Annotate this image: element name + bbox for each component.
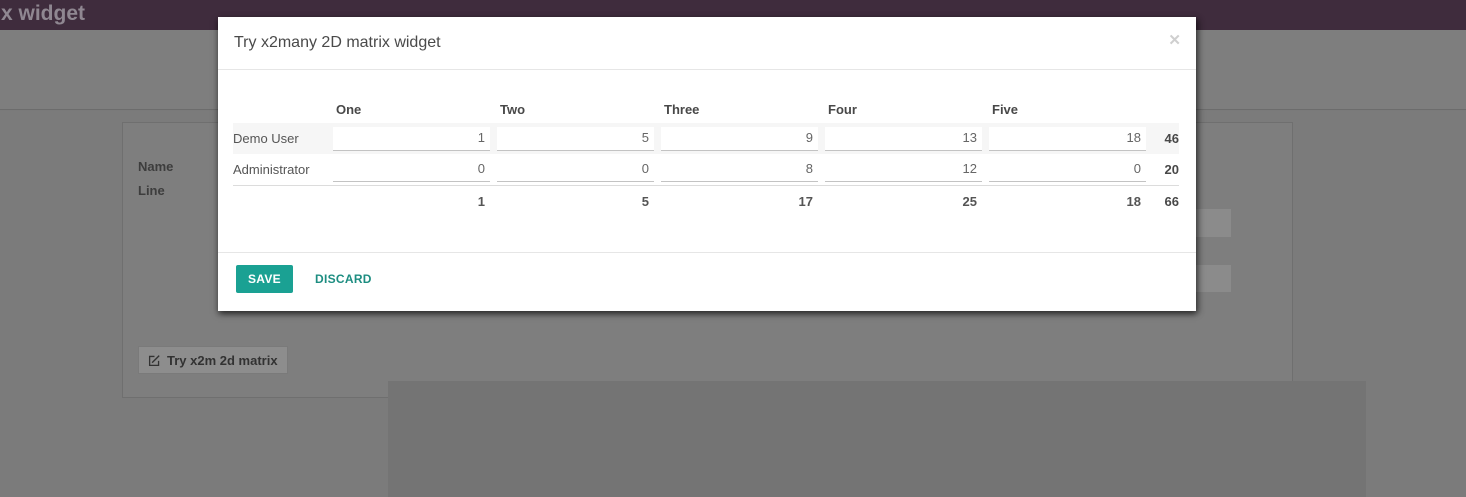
- matrix-cell-input[interactable]: [497, 157, 654, 182]
- total-header-spacer: [1147, 102, 1179, 123]
- header-spacer: [233, 102, 333, 123]
- table-header-row: One Two Three Four Five: [233, 102, 1179, 123]
- edit-icon: [148, 354, 161, 367]
- column-total: 25: [962, 194, 977, 209]
- column-header-three: Three: [664, 102, 700, 117]
- background-panel: [388, 381, 1366, 497]
- matrix-table: One Two Three Four Five Demo User 46 Adm…: [233, 102, 1179, 209]
- column-total: 17: [798, 194, 813, 209]
- matrix-cell-input[interactable]: [989, 157, 1146, 182]
- discard-button[interactable]: DISCARD: [315, 272, 372, 286]
- matrix-cell-input[interactable]: [989, 126, 1146, 151]
- save-button[interactable]: SAVE: [236, 265, 293, 293]
- grand-total: 66: [1164, 194, 1179, 209]
- column-header-one: One: [336, 102, 362, 117]
- row-label: Administrator: [233, 162, 310, 177]
- column-total: 1: [477, 194, 485, 209]
- row-label: Demo User: [233, 131, 299, 146]
- table-row: Demo User 46: [233, 123, 1179, 154]
- column-total: 5: [641, 194, 649, 209]
- dialog-header: Try x2many 2D matrix widget ✕: [218, 17, 1196, 70]
- close-button[interactable]: ✕: [1168, 33, 1181, 48]
- column-header-two: Two: [500, 102, 526, 117]
- name-field-label: Name: [138, 159, 174, 174]
- try-x2m-matrix-button[interactable]: Try x2m 2d matrix: [138, 346, 288, 374]
- column-header-four: Four: [828, 102, 857, 117]
- matrix-cell-input[interactable]: [661, 126, 818, 151]
- page-title: x widget: [1, 2, 86, 25]
- dialog-footer: SAVE DISCARD: [218, 252, 1196, 311]
- row-total: 20: [1164, 162, 1179, 177]
- dialog-title: Try x2many 2D matrix widget: [234, 34, 441, 51]
- matrix-cell-input[interactable]: [333, 126, 490, 151]
- close-icon: ✕: [1168, 32, 1181, 49]
- line-field-label: Line: [138, 183, 165, 198]
- try-x2m-matrix-button-label: Try x2m 2d matrix: [167, 352, 278, 368]
- matrix-cell-input[interactable]: [661, 157, 818, 182]
- matrix-cell-input[interactable]: [825, 157, 982, 182]
- matrix-cell-input[interactable]: [333, 157, 490, 182]
- column-header-five: Five: [992, 102, 1019, 117]
- row-total: 46: [1164, 131, 1179, 146]
- totals-row: 1 5 17 25 18 66: [233, 185, 1179, 209]
- matrix-dialog: Try x2many 2D matrix widget ✕ One Two Th…: [218, 17, 1196, 311]
- column-total: 18: [1126, 194, 1141, 209]
- matrix-cell-input[interactable]: [825, 126, 982, 151]
- table-row: Administrator 20: [233, 154, 1179, 185]
- totals-spacer: [233, 194, 333, 209]
- matrix-cell-input[interactable]: [497, 126, 654, 151]
